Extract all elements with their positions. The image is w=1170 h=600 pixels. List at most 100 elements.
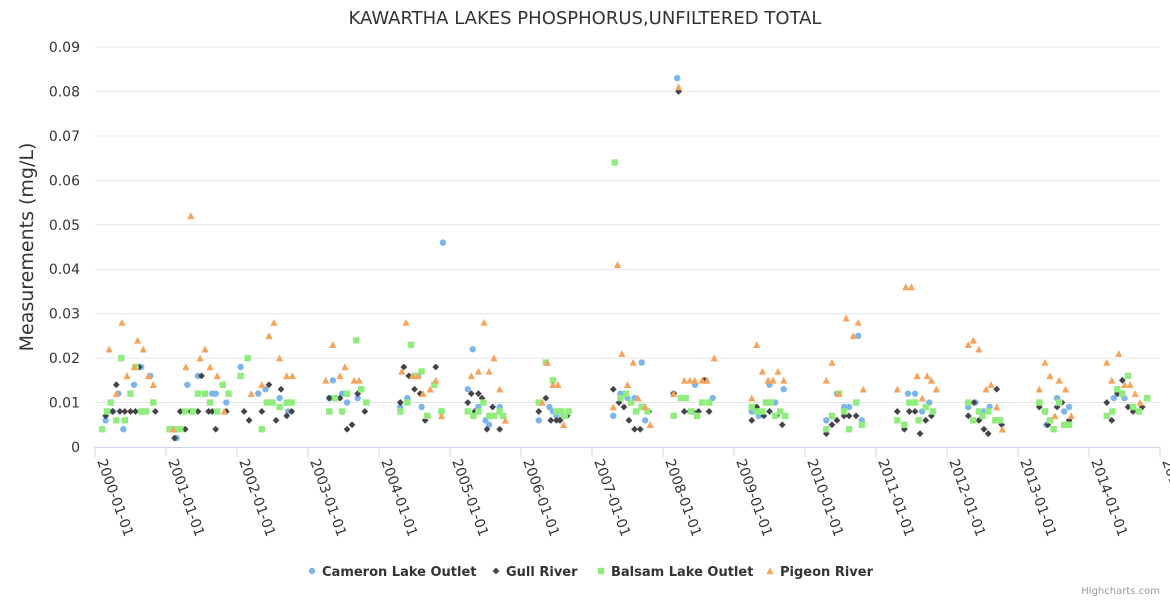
- data-point[interactable]: [855, 332, 862, 340]
- data-point[interactable]: [845, 426, 853, 433]
- data-point[interactable]: [432, 363, 440, 371]
- data-point[interactable]: [1110, 394, 1118, 402]
- data-point[interactable]: [984, 430, 992, 438]
- data-point[interactable]: [998, 425, 1006, 433]
- data-point[interactable]: [535, 408, 543, 415]
- data-point[interactable]: [828, 421, 836, 429]
- data-point[interactable]: [184, 381, 191, 388]
- data-point[interactable]: [475, 390, 482, 398]
- data-point[interactable]: [622, 390, 630, 397]
- data-point[interactable]: [975, 345, 983, 353]
- data-point[interactable]: [194, 408, 202, 415]
- data-point[interactable]: [354, 394, 361, 402]
- data-point[interactable]: [194, 372, 202, 380]
- data-point[interactable]: [1055, 376, 1063, 384]
- data-point[interactable]: [680, 376, 688, 384]
- data-point[interactable]: [464, 386, 471, 393]
- data-point[interactable]: [130, 381, 138, 388]
- data-point[interactable]: [748, 394, 756, 402]
- data-point[interactable]: [112, 390, 120, 397]
- data-point[interactable]: [98, 426, 106, 433]
- data-point[interactable]: [561, 412, 569, 420]
- data-point[interactable]: [675, 83, 683, 91]
- data-point[interactable]: [918, 394, 926, 402]
- data-point[interactable]: [358, 386, 365, 393]
- data-point[interactable]: [1124, 403, 1132, 411]
- data-point[interactable]: [710, 354, 718, 362]
- legend-marker[interactable]: [308, 567, 316, 575]
- data-point[interactable]: [693, 412, 701, 420]
- data-point[interactable]: [116, 408, 124, 415]
- data-point[interactable]: [993, 385, 1001, 393]
- data-point[interactable]: [975, 408, 983, 415]
- data-point[interactable]: [634, 394, 642, 402]
- data-point[interactable]: [113, 417, 120, 424]
- data-point[interactable]: [480, 318, 488, 326]
- credits-link[interactable]: Highcharts.com: [1081, 586, 1160, 597]
- data-point[interactable]: [483, 425, 491, 433]
- data-point[interactable]: [609, 403, 617, 411]
- data-point[interactable]: [336, 372, 344, 380]
- data-point[interactable]: [922, 416, 930, 424]
- data-point[interactable]: [244, 354, 251, 362]
- data-point[interactable]: [911, 399, 919, 406]
- data-point[interactable]: [424, 412, 431, 420]
- data-point[interactable]: [911, 390, 919, 397]
- data-point[interactable]: [698, 376, 706, 384]
- data-point[interactable]: [535, 399, 542, 406]
- data-point[interactable]: [322, 376, 330, 384]
- data-point[interactable]: [549, 381, 557, 389]
- data-point[interactable]: [625, 416, 633, 424]
- data-point[interactable]: [265, 332, 273, 340]
- data-point[interactable]: [1050, 426, 1057, 433]
- data-point[interactable]: [893, 385, 901, 393]
- data-point[interactable]: [781, 412, 789, 420]
- data-point[interactable]: [549, 377, 557, 384]
- data-point[interactable]: [822, 376, 830, 384]
- data-point[interactable]: [341, 363, 349, 371]
- legend-marker[interactable]: [766, 567, 774, 575]
- data-point[interactable]: [464, 408, 471, 415]
- data-point[interactable]: [911, 408, 919, 415]
- data-point[interactable]: [610, 412, 617, 420]
- data-point[interactable]: [398, 367, 406, 375]
- data-point[interactable]: [258, 426, 266, 433]
- data-point[interactable]: [774, 367, 782, 375]
- data-point[interactable]: [840, 408, 848, 415]
- data-point[interactable]: [833, 416, 841, 424]
- data-point[interactable]: [902, 283, 910, 291]
- data-point[interactable]: [474, 367, 482, 375]
- data-point[interactable]: [120, 426, 127, 433]
- data-point[interactable]: [1103, 399, 1111, 406]
- data-point[interactable]: [748, 416, 756, 424]
- data-point[interactable]: [688, 408, 695, 415]
- data-point[interactable]: [225, 390, 232, 397]
- data-point[interactable]: [272, 416, 280, 424]
- data-point[interactable]: [355, 376, 363, 384]
- data-point[interactable]: [223, 399, 230, 406]
- data-point[interactable]: [150, 399, 157, 406]
- data-point[interactable]: [553, 416, 560, 424]
- data-point[interactable]: [485, 412, 493, 420]
- data-point[interactable]: [414, 372, 422, 380]
- data-point[interactable]: [894, 417, 901, 424]
- data-point[interactable]: [283, 412, 291, 420]
- data-point[interactable]: [627, 399, 635, 406]
- data-point[interactable]: [329, 377, 337, 384]
- data-point[interactable]: [336, 394, 344, 402]
- data-point[interactable]: [1035, 403, 1043, 411]
- data-point[interactable]: [1065, 421, 1073, 428]
- data-point[interactable]: [632, 408, 640, 415]
- data-point[interactable]: [109, 408, 117, 415]
- data-point[interactable]: [987, 381, 995, 389]
- data-point[interactable]: [208, 408, 216, 415]
- data-point[interactable]: [641, 403, 649, 411]
- data-point[interactable]: [929, 408, 936, 415]
- data-point[interactable]: [565, 408, 572, 415]
- data-point[interactable]: [1061, 385, 1070, 393]
- data-point[interactable]: [1118, 376, 1126, 384]
- data-point[interactable]: [1055, 399, 1063, 406]
- data-point[interactable]: [1103, 412, 1110, 420]
- data-point[interactable]: [329, 341, 337, 349]
- data-point[interactable]: [705, 399, 713, 406]
